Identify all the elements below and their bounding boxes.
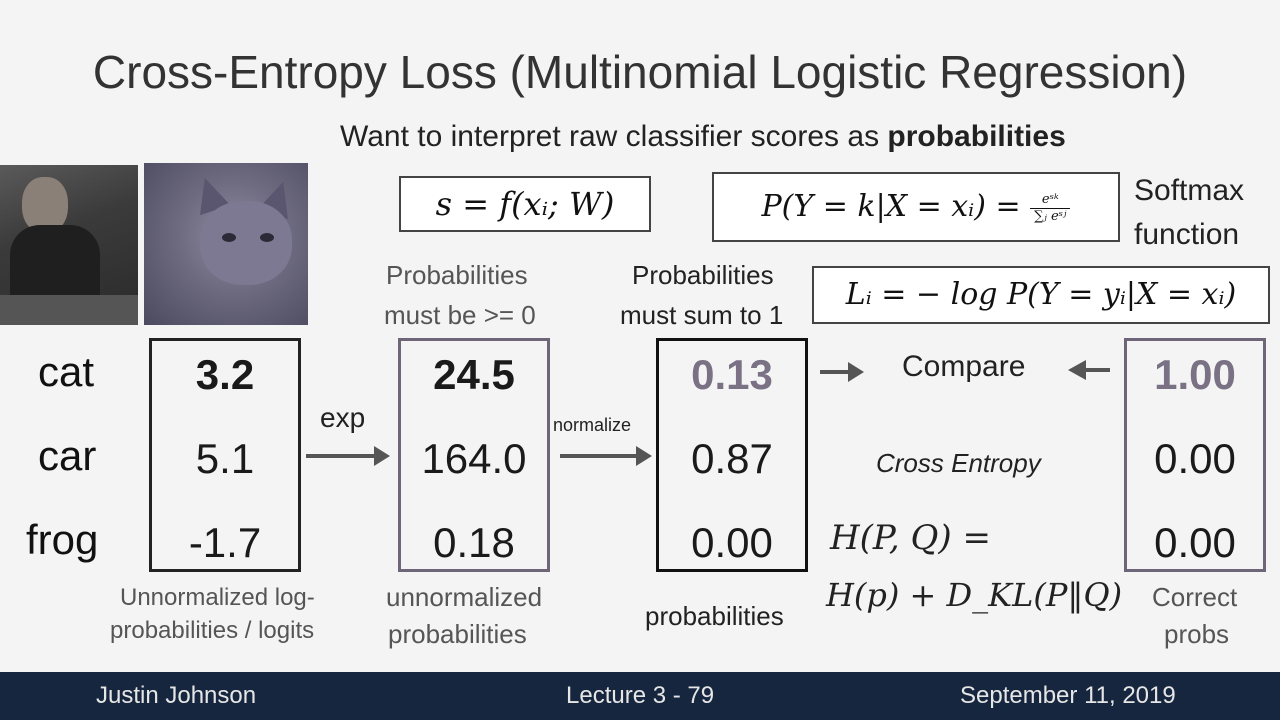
exp-cat: 24.5 xyxy=(433,351,515,398)
loss-formula: Lᵢ = − log P(Y = yᵢ|X = xᵢ) xyxy=(812,266,1270,324)
softmax-formula: P(Y = k|X = xᵢ) = eˢᵏ ∑ⱼ eˢʲ xyxy=(712,172,1120,242)
caption-probs: probabilities xyxy=(645,601,784,631)
exp-label: exp xyxy=(320,402,366,433)
correct-frog: 0.00 xyxy=(1154,519,1236,566)
normalize-arrow xyxy=(560,446,652,466)
compare-arrowhead-left xyxy=(1068,360,1086,380)
class-label-car: car xyxy=(38,432,97,479)
cross-entropy-label: Cross Entropy xyxy=(876,448,1041,478)
normalize-label: normalize xyxy=(553,415,632,435)
caption-scores-line1: Unnormalized log- xyxy=(120,584,315,611)
subtitle-bold: probabilities xyxy=(887,120,1066,153)
correct-cat: 1.00 xyxy=(1154,351,1236,398)
prob-nonneg-line2: must be >= 0 xyxy=(384,300,536,330)
probs-box: 0.13 0.87 0.00 xyxy=(656,338,808,572)
compare-arrow-left xyxy=(1084,368,1110,372)
score-frog: -1.7 xyxy=(188,519,262,566)
prob-car: 0.87 xyxy=(691,435,773,482)
exp-box: 24.5 164.0 0.18 xyxy=(398,338,550,572)
prob-sum-line2: must sum to 1 xyxy=(620,300,784,330)
slide-subtitle: Want to interpret raw classifier scores … xyxy=(340,120,1066,153)
entropy-formula-line1: H(P, Q) = xyxy=(830,518,991,558)
slide-footer: Justin Johnson Lecture 3 - 79 September … xyxy=(0,672,1280,720)
scores-box: 3.2 5.1 -1.7 xyxy=(149,338,301,572)
caption-exp-line1: unnormalized xyxy=(386,582,543,612)
class-label-cat: cat xyxy=(38,348,95,395)
entropy-formula-line2: H(p) + D_KL(P‖Q) xyxy=(826,576,1123,614)
caption-exp-line2: probabilities xyxy=(388,619,527,649)
caption-scores-line2: probabilities / logits xyxy=(110,617,315,644)
exp-car: 164.0 xyxy=(421,435,527,482)
class-label-frog: frog xyxy=(26,516,99,563)
footer-author: Justin Johnson xyxy=(96,682,257,709)
compare-label: Compare xyxy=(902,350,1026,383)
caption-correct-line1: Correct xyxy=(1152,582,1238,612)
footer-date: September 11, 2019 xyxy=(960,682,1176,709)
score-car: 5.1 xyxy=(195,435,255,482)
prob-frog: 0.00 xyxy=(691,519,773,566)
cat-image xyxy=(144,163,308,325)
exp-arrow xyxy=(306,446,390,466)
presenter-webcam xyxy=(0,165,138,325)
prob-sum-line1: Probabilities xyxy=(632,260,774,290)
footer-lecture: Lecture 3 - 79 xyxy=(566,682,715,709)
score-formula: s = f(xᵢ; W) xyxy=(399,176,651,232)
compare-arrow-right xyxy=(820,362,864,382)
prob-cat: 0.13 xyxy=(691,351,773,398)
softmax-label-line2: function xyxy=(1134,218,1240,251)
correct-probs-box: 1.00 0.00 0.00 xyxy=(1124,338,1266,572)
score-cat: 3.2 xyxy=(195,351,255,398)
slide-title: Cross-Entropy Loss (Multinomial Logistic… xyxy=(92,46,1188,98)
exp-frog: 0.18 xyxy=(433,519,515,566)
correct-car: 0.00 xyxy=(1154,435,1236,482)
caption-correct-line2: probs xyxy=(1164,619,1230,649)
prob-nonneg-line1: Probabilities xyxy=(386,260,528,290)
softmax-label-line1: Softmax xyxy=(1134,174,1245,207)
